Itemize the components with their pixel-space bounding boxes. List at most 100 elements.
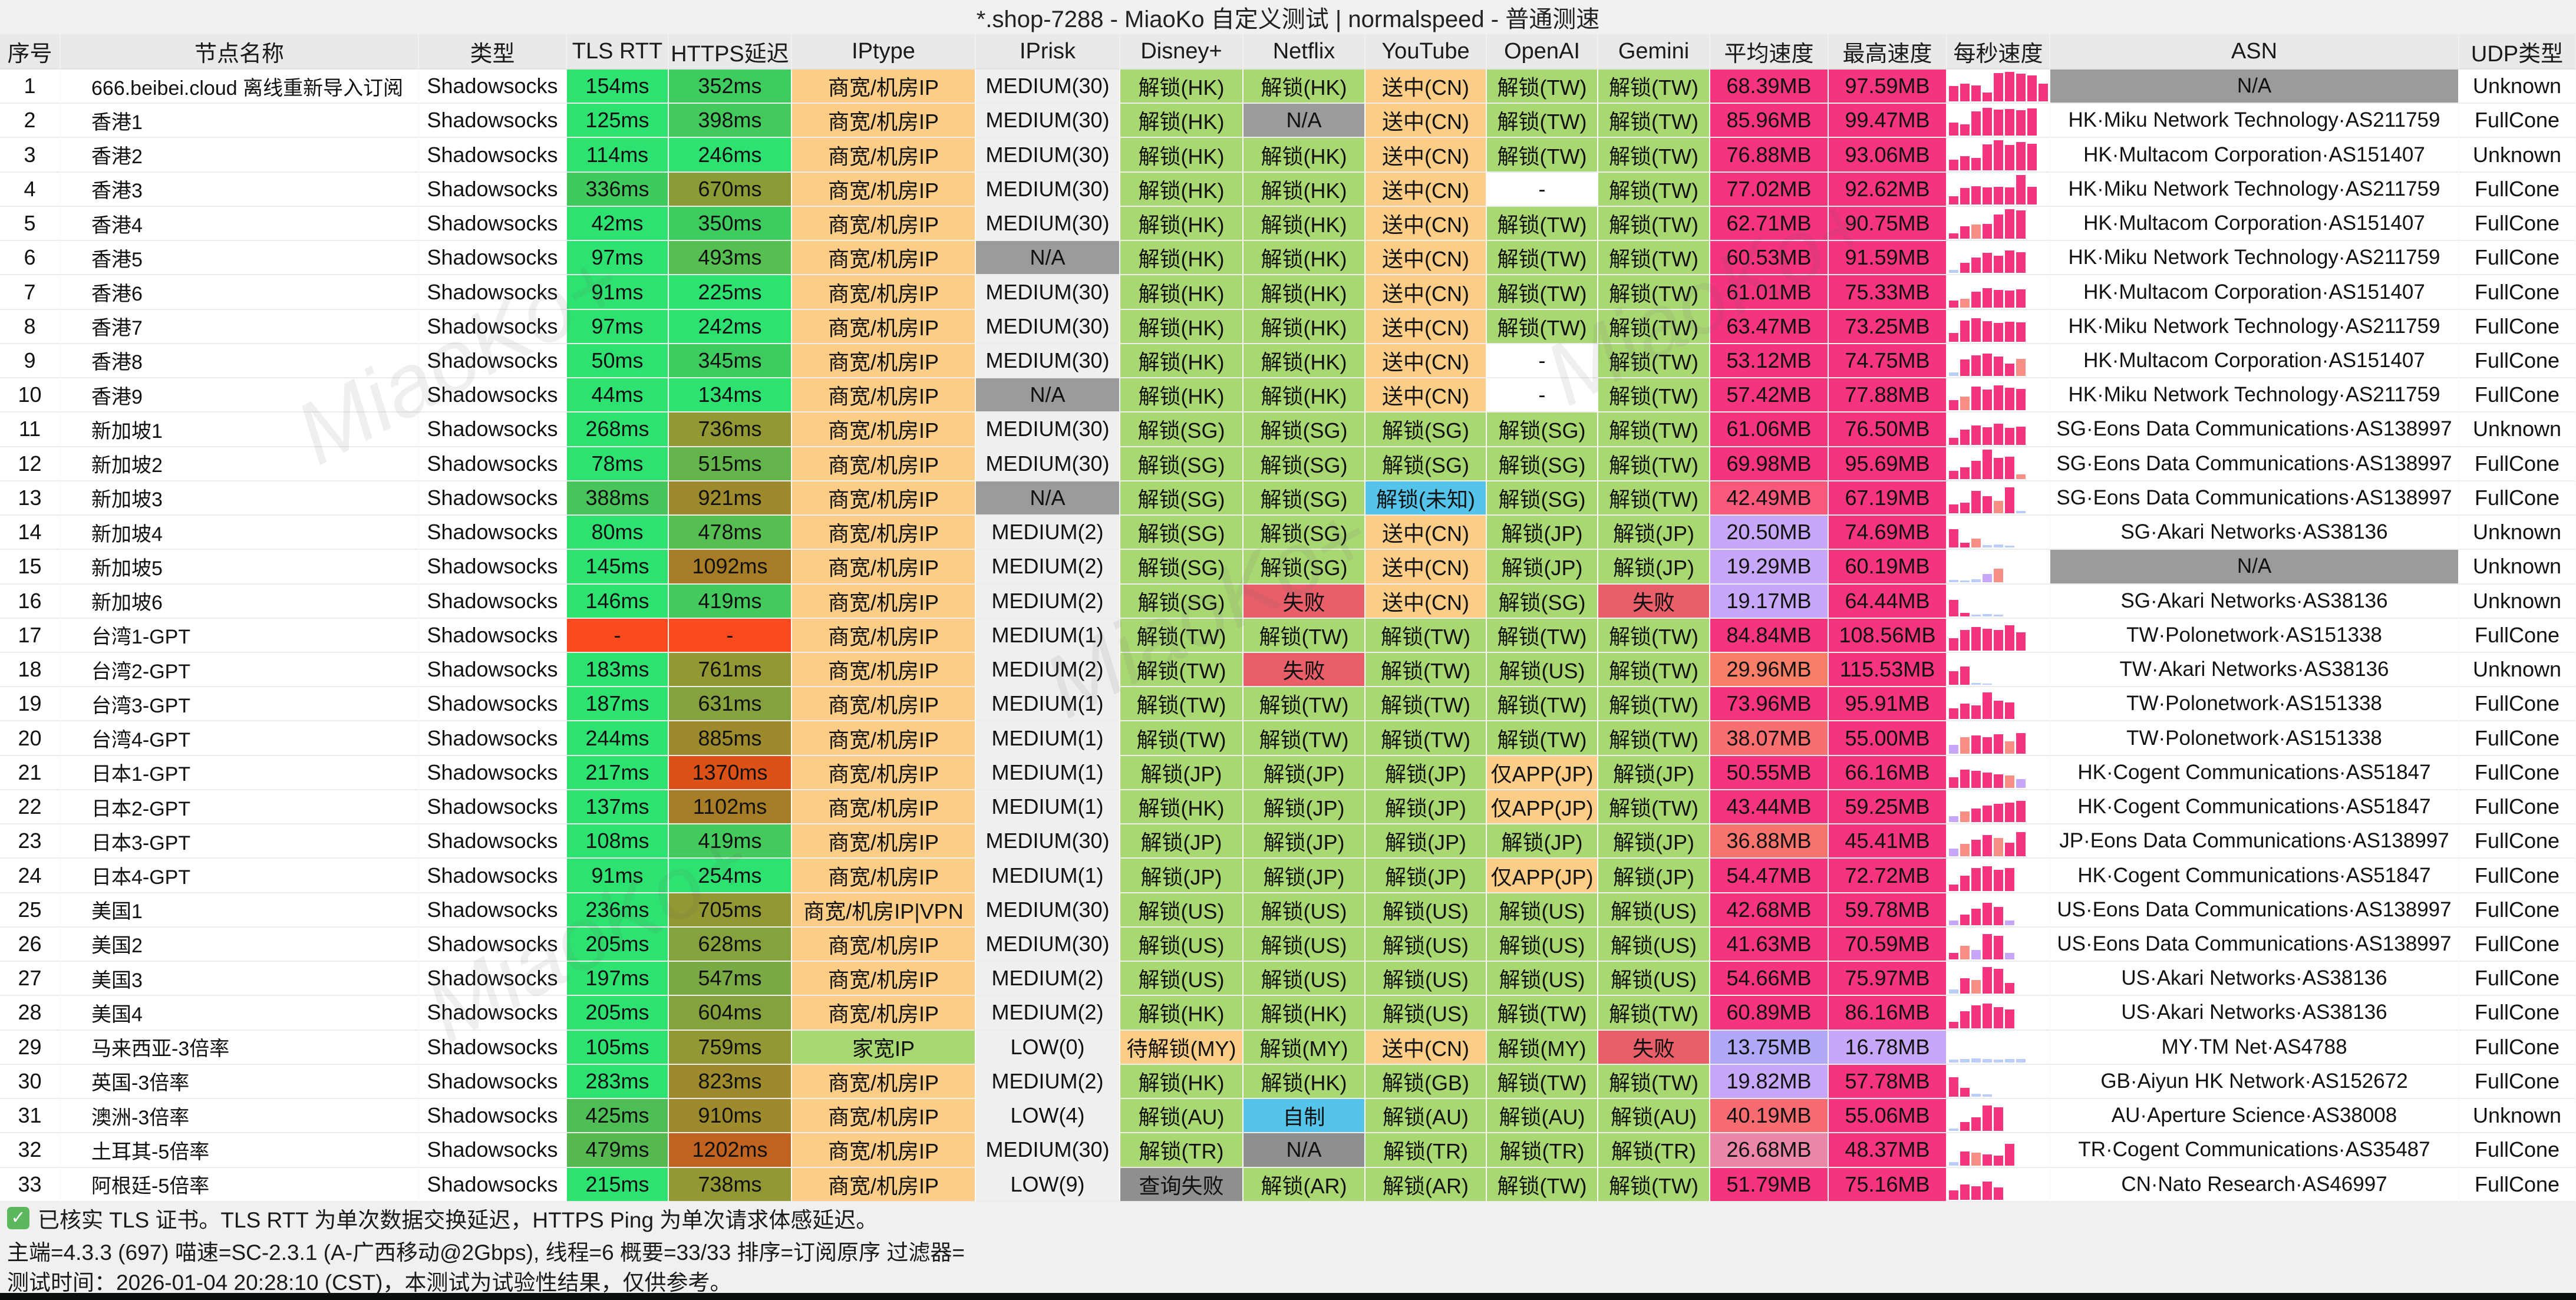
sparkline-bar [2027, 75, 2037, 102]
cell-youtube: 解锁(未知) [1365, 481, 1487, 516]
cell-udp-type: FullCone [2459, 447, 2576, 481]
cell-gemini: 解锁(US) [1598, 962, 1710, 997]
cell-https-latency: 254ms [669, 859, 792, 893]
column-header-iptype: IPtype [792, 34, 976, 70]
cell-netflix: 解锁(SG) [1244, 413, 1365, 447]
sparkline-bar [2005, 388, 2014, 411]
cell-udp-type: FullCone [2459, 104, 2576, 138]
sparkline-bar [1971, 1058, 1981, 1063]
sparkline-bar [1960, 188, 1970, 204]
sparkline-bar [2005, 953, 2014, 960]
column-header-openai: OpenAI [1487, 34, 1598, 70]
sparkline-bar [1960, 580, 1970, 582]
cell-netflix: 解锁(HK) [1244, 275, 1365, 310]
sparkline-bar [1949, 777, 1958, 788]
cell-node-name: 香港2 [61, 138, 419, 173]
cell-openai: 解锁(TW) [1487, 206, 1598, 242]
sparkline-bar [1960, 667, 1970, 685]
cell-iptype: 商宽/机房IP [792, 481, 976, 516]
cell-iptype: 商宽/机房IP [792, 550, 976, 585]
results-table: 序号 节点名称 类型 TLS RTT HTTPS延迟 IPtype IPrisk Disney… [0, 34, 2576, 1202]
cell-youtube: 送中(CN) [1365, 138, 1487, 173]
cell-netflix: 解锁(HK) [1244, 206, 1365, 242]
cell-disney: 解锁(HK) [1120, 275, 1244, 310]
sparkline-bar [1971, 908, 1981, 925]
sparkline-bar [1983, 806, 1992, 823]
sparkline-bar [1983, 353, 1992, 377]
cell-iprisk: MEDIUM(30) [976, 172, 1120, 207]
cell-avg-speed: 40.19MB [1710, 1099, 1829, 1134]
cell-openai: 解锁(JP) [1487, 516, 1598, 550]
cell-avg-speed: 53.12MB [1710, 344, 1829, 379]
cell-type: Shadowsocks [419, 584, 567, 619]
sparkline-bar [1949, 953, 1958, 960]
cell-node-name: 新加坡4 [61, 516, 419, 550]
cell-https-latency: 885ms [669, 721, 792, 756]
cell-max-speed: 74.75MB [1829, 344, 1947, 379]
cell-youtube: 解锁(TW) [1365, 652, 1487, 688]
cell-max-speed: 93.06MB [1829, 138, 1947, 173]
cell-type: Shadowsocks [419, 893, 567, 928]
sparkline-bar [2016, 289, 2026, 308]
cell-asn: TR·Cogent Communications·AS35487 [2050, 1133, 2459, 1168]
footer-line-1-text: 已核实 TLS 证书。TLS RTT 为单次数据交换延迟，HTTPS Ping … [38, 1207, 878, 1232]
cell-node-name: 新加坡1 [61, 413, 419, 447]
cell-gemini: 解锁(JP) [1598, 550, 1710, 585]
cell-udp-type: FullCone [2459, 1167, 2576, 1202]
sparkline-bar [1960, 124, 1970, 136]
cell-type: Shadowsocks [419, 755, 567, 790]
sparkline-bar [2005, 72, 2014, 102]
cell-tls-rtt: 183ms [567, 652, 669, 688]
sparkline-bar [1960, 502, 1970, 514]
sparkline-bar [1983, 288, 1992, 308]
sparkline-bar [1983, 321, 1992, 342]
cell-type: Shadowsocks [419, 241, 567, 276]
sparkline-bar [1994, 424, 2003, 445]
cell-type: Shadowsocks [419, 927, 567, 962]
cell-node-name: 美国2 [61, 927, 419, 962]
sparkline-bar [2005, 364, 2014, 377]
cell-udp-type: FullCone [2459, 172, 2576, 207]
sparkline-bar [1983, 692, 1992, 720]
sparkline-bar [1994, 870, 2003, 891]
cell-seq: 8 [0, 309, 61, 344]
sparkline-bar [1949, 1190, 1958, 1200]
sparkline-bar [1994, 356, 2003, 377]
cell-disney: 解锁(HK) [1120, 172, 1244, 207]
sparkline-bar [1983, 1154, 1992, 1166]
cell-iprisk: N/A [976, 378, 1120, 413]
cell-speed-sparkline [1947, 1099, 2050, 1134]
sparkline-bar [2016, 389, 2026, 411]
cell-disney: 解锁(HK) [1120, 70, 1244, 104]
cell-avg-speed: 51.79MB [1710, 1167, 1829, 1202]
sparkline-bar [2005, 1144, 2014, 1166]
sparkline-bar [1949, 504, 1958, 514]
sparkline-bar [2016, 832, 2026, 857]
cell-iprisk: MEDIUM(2) [976, 996, 1120, 1031]
cell-gemini: 解锁(TW) [1598, 206, 1710, 242]
cell-speed-sparkline [1947, 104, 2050, 138]
cell-disney: 解锁(HK) [1120, 138, 1244, 173]
cell-disney: 解锁(HK) [1120, 206, 1244, 242]
sparkline-bar [1971, 157, 1981, 170]
cell-type: Shadowsocks [419, 1099, 567, 1134]
cell-tls-rtt: 42ms [567, 206, 669, 242]
sparkline-bar [1949, 638, 1958, 651]
sparkline-bar [1983, 1106, 1992, 1131]
cell-iptype: 商宽/机房IP [792, 962, 976, 997]
cell-avg-speed: 60.53MB [1710, 241, 1829, 276]
sparkline-bar [1949, 1129, 1958, 1131]
cell-disney: 解锁(TR) [1120, 1133, 1244, 1168]
sparkline-bar [1949, 160, 1958, 170]
cell-disney: 解锁(SG) [1120, 550, 1244, 585]
cell-speed-sparkline [1947, 1030, 2050, 1065]
cell-max-speed: 72.72MB [1829, 859, 1947, 893]
sparkline-bar [1960, 1087, 1970, 1097]
cell-tls-rtt: 479ms [567, 1133, 669, 1168]
sparkline-bar [2016, 210, 2026, 239]
cell-iprisk: N/A [976, 241, 1120, 276]
cell-disney: 解锁(HK) [1120, 104, 1244, 138]
cell-asn: HK·Cogent Communications·AS51847 [2050, 755, 2459, 790]
cell-speed-sparkline [1947, 70, 2050, 104]
cell-iptype: 商宽/机房IP [792, 824, 976, 859]
